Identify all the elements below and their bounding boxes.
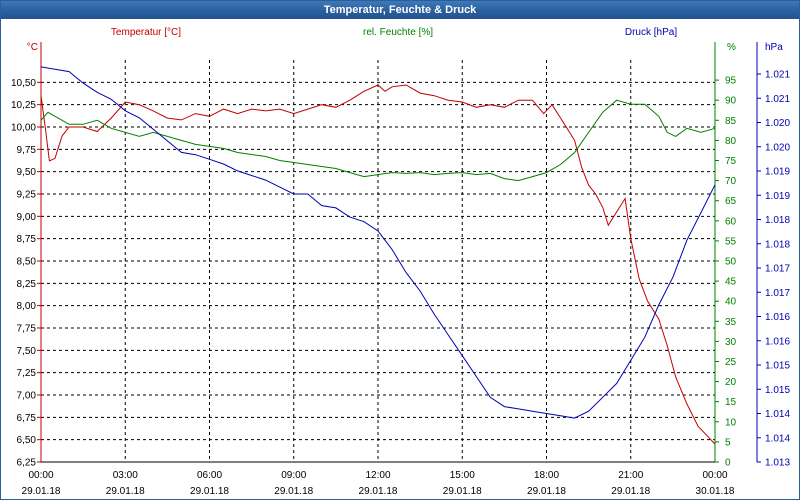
- pressure-tick-label: 1.019: [765, 191, 790, 202]
- humidity-tick-label: 75: [725, 156, 737, 167]
- temperature-unit-label: °C: [27, 42, 38, 53]
- x-tick-time: 12:00: [365, 470, 390, 481]
- x-tick-time: 09:00: [281, 470, 306, 481]
- humidity-axis-title: rel. Feuchte [%]: [363, 27, 433, 38]
- pressure-tick-label: 1.017: [765, 288, 790, 299]
- humidity-tick-label: 70: [725, 176, 737, 187]
- temperature-tick-label: 7,25: [17, 368, 37, 379]
- pressure-tick-label: 1.014: [765, 433, 790, 444]
- x-tick-time: 00:00: [702, 470, 727, 481]
- pressure-tick-label: 1.020: [765, 118, 790, 129]
- pressure-tick-label: 1.018: [765, 215, 790, 226]
- x-tick-date: 29.01.18: [527, 486, 566, 497]
- humidity-series-line: [40, 99, 716, 182]
- temperature-tick-label: 10,00: [11, 123, 36, 134]
- x-tick-time: 06:00: [197, 470, 222, 481]
- humidity-tick-label: 5: [725, 437, 731, 448]
- humidity-tick-label: 20: [725, 377, 737, 388]
- humidity-tick-label: 40: [725, 297, 737, 308]
- humidity-tick-label: 65: [725, 196, 737, 207]
- x-tick-date: 29.01.18: [106, 486, 145, 497]
- pressure-tick-label: 1.014: [765, 409, 790, 420]
- pressure-tick-label: 1.018: [765, 239, 790, 250]
- humidity-tick-label: 0: [725, 458, 731, 469]
- temperature-tick-label: 10,25: [11, 100, 36, 111]
- x-tick-date: 30.01.18: [696, 486, 735, 497]
- x-tick-date: 29.01.18: [443, 486, 482, 497]
- pressure-tick-label: 1.013: [765, 458, 790, 469]
- humidity-tick-label: 35: [725, 317, 737, 328]
- data-series: [40, 66, 716, 445]
- x-tick-date: 29.01.18: [22, 486, 61, 497]
- humidity-tick-label: 90: [725, 96, 737, 107]
- humidity-tick-label: 30: [725, 337, 737, 348]
- x-tick-date: 29.01.18: [190, 486, 229, 497]
- humidity-tick-label: 45: [725, 277, 737, 288]
- humidity-tick-label: 80: [725, 136, 737, 147]
- temperature-axis-title: Temperatur [°C]: [111, 27, 181, 38]
- humidity-unit-label: %: [727, 42, 736, 53]
- x-tick-time: 15:00: [450, 470, 475, 481]
- window-title: Temperatur, Feuchte & Druck: [323, 4, 477, 16]
- temperature-tick-label: 10,50: [11, 78, 36, 89]
- humidity-tick-label: 50: [725, 257, 737, 268]
- temperature-tick-label: 9,25: [17, 190, 37, 201]
- humidity-tick-label: 60: [725, 216, 737, 227]
- window-title-bar: Temperatur, Feuchte & Druck: [1, 1, 799, 19]
- temperature-tick-label: 8,75: [17, 234, 37, 245]
- x-tick-time: 21:00: [618, 470, 643, 481]
- pressure-tick-label: 1.016: [765, 312, 790, 323]
- humidity-tick-label: 15: [725, 397, 737, 408]
- temperature-tick-label: 7,50: [17, 346, 37, 357]
- temperature-tick-label: 6,25: [17, 458, 37, 469]
- pressure-tick-label: 1.021: [765, 70, 790, 81]
- pressure-axis-title: Druck [hPa]: [625, 27, 677, 38]
- axes: 00:00 29.01.18 03:00 29.01.18 06:00 29.01.18 0…: [11, 42, 790, 497]
- humidity-tick-label: 25: [725, 357, 737, 368]
- x-tick-date: 29.01.18: [359, 486, 398, 497]
- pressure-series-line: [40, 66, 716, 419]
- pressure-tick-label: 1.019: [765, 167, 790, 178]
- temperature-tick-label: 8,50: [17, 257, 37, 268]
- temperature-tick-label: 8,25: [17, 279, 37, 290]
- humidity-tick-label: 10: [725, 417, 737, 428]
- x-tick-time: 00:00: [28, 470, 53, 481]
- temperature-tick-label: 9,00: [17, 212, 37, 223]
- temperature-tick-label: 6,50: [17, 435, 37, 446]
- temperature-tick-label: 9,75: [17, 145, 37, 156]
- humidity-tick-label: 85: [725, 116, 737, 127]
- humidity-tick-label: 55: [725, 236, 737, 247]
- x-tick-time: 18:00: [534, 470, 559, 481]
- pressure-tick-label: 1.016: [765, 336, 790, 347]
- humidity-tick-label: 95: [725, 76, 737, 87]
- pressure-tick-label: 1.015: [765, 361, 790, 372]
- pressure-tick-label: 1.017: [765, 264, 790, 275]
- pressure-unit-label: hPa: [765, 42, 783, 53]
- temperature-tick-label: 8,00: [17, 301, 37, 312]
- pressure-tick-label: 1.020: [765, 142, 790, 153]
- temperature-series-line: [40, 84, 716, 445]
- x-tick-date: 29.01.18: [611, 486, 650, 497]
- temperature-tick-label: 9,50: [17, 167, 37, 178]
- pressure-tick-label: 1.015: [765, 385, 790, 396]
- pressure-tick-label: 1.021: [765, 94, 790, 105]
- temperature-tick-label: 7,00: [17, 391, 37, 402]
- x-tick-time: 03:00: [113, 470, 138, 481]
- x-tick-date: 29.01.18: [274, 486, 313, 497]
- temperature-tick-label: 6,75: [17, 413, 37, 424]
- temperature-tick-label: 7,75: [17, 324, 37, 335]
